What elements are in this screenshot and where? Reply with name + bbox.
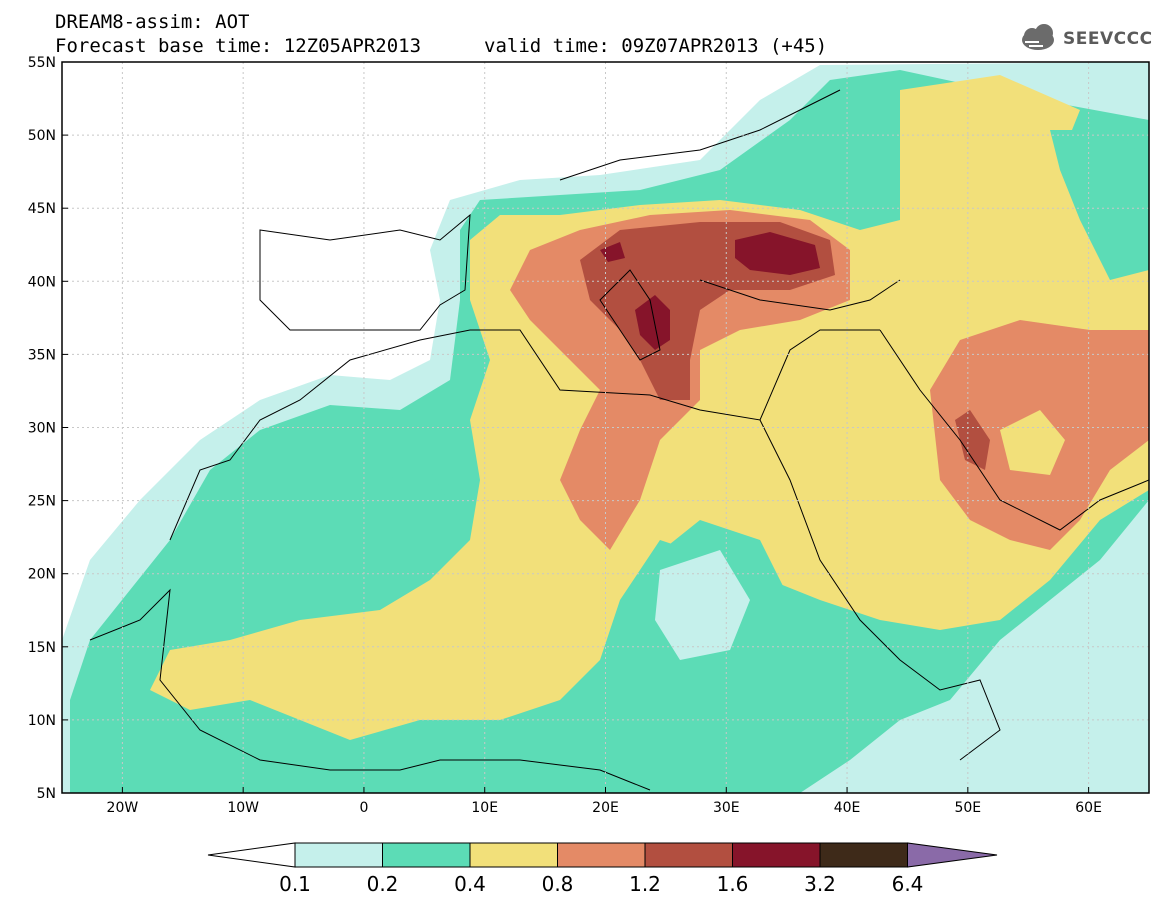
colorbar-swatch — [382, 842, 471, 868]
lat-label: 15N — [28, 640, 56, 656]
colorbar-label: 1.6 — [717, 872, 749, 896]
map-title: DREAM8-assim: AOT — [55, 11, 250, 33]
colorbar-label: 1.2 — [629, 872, 661, 896]
colorbar-label: 3.2 — [804, 872, 836, 896]
lat-label: 50N — [28, 128, 56, 144]
lat-label: 55N — [28, 55, 56, 71]
valid-time: valid time: 09Z07APR2013 (+45) — [484, 35, 828, 57]
colorbar-label: 0.2 — [367, 872, 399, 896]
coastlines — [89, 89, 1149, 791]
colorbar-swatch — [294, 842, 383, 868]
lat-label: 35N — [28, 347, 56, 363]
forecast-base-time: Forecast base time: 12Z05APR2013 — [55, 35, 422, 57]
colorbar: 0.1 0.2 0.4 0.8 1.2 1.6 3.2 6.4 — [207, 842, 998, 896]
aot-pocket-green-2 — [370, 470, 460, 590]
aot-contour-1-6-balkan — [600, 242, 625, 262]
aot-contour-1-6 — [735, 232, 820, 275]
lon-label: 30E — [713, 800, 740, 816]
lon-label: 20E — [592, 800, 619, 816]
colorbar-over-arrow — [907, 842, 998, 868]
colorbar-swatch — [819, 842, 908, 868]
lat-label: 30N — [28, 421, 56, 437]
colorbar-label: 6.4 — [892, 872, 924, 896]
longitude-labels: 20W 10W 0 10E 20E 30E 40E 50E 60E — [107, 787, 1102, 816]
colorbar-swatch — [644, 842, 733, 868]
lat-label: 10N — [28, 713, 56, 729]
seevccc-logo: SEEVCCC — [1063, 29, 1153, 49]
colorbar-label: 0.8 — [542, 872, 574, 896]
lon-label: 20W — [107, 800, 139, 816]
aot-pocket-green-3 — [1050, 130, 1149, 280]
aot-contour-1-2-east — [955, 410, 990, 470]
colorbar-label: 0.4 — [454, 872, 486, 896]
lon-label: 10E — [471, 800, 498, 816]
lat-label: 45N — [28, 201, 56, 217]
colorbar-label: 0.1 — [279, 872, 311, 896]
lon-label: 10W — [227, 800, 259, 816]
latitude-labels: 55N 50N 45N 40N 35N 30N 25N 20N 15N 10N 5N — [28, 55, 68, 802]
lon-label: 50E — [954, 800, 981, 816]
colorbar-swatch — [732, 842, 821, 868]
lat-label: 20N — [28, 567, 56, 583]
aot-contour-1-6-greece — [635, 295, 670, 350]
lat-label: 25N — [28, 494, 56, 510]
cloud-icon — [1022, 24, 1054, 50]
lon-label: 0 — [359, 800, 368, 816]
colorbar-under-arrow — [207, 842, 296, 868]
colorbar-swatch — [469, 842, 558, 868]
lon-label: 60E — [1075, 800, 1102, 816]
lat-label: 40N — [28, 274, 56, 290]
lat-label: 5N — [37, 786, 56, 802]
aot-pocket-yellow-east — [1000, 410, 1065, 475]
colorbar-swatch — [557, 842, 646, 868]
lon-label: 40E — [834, 800, 861, 816]
